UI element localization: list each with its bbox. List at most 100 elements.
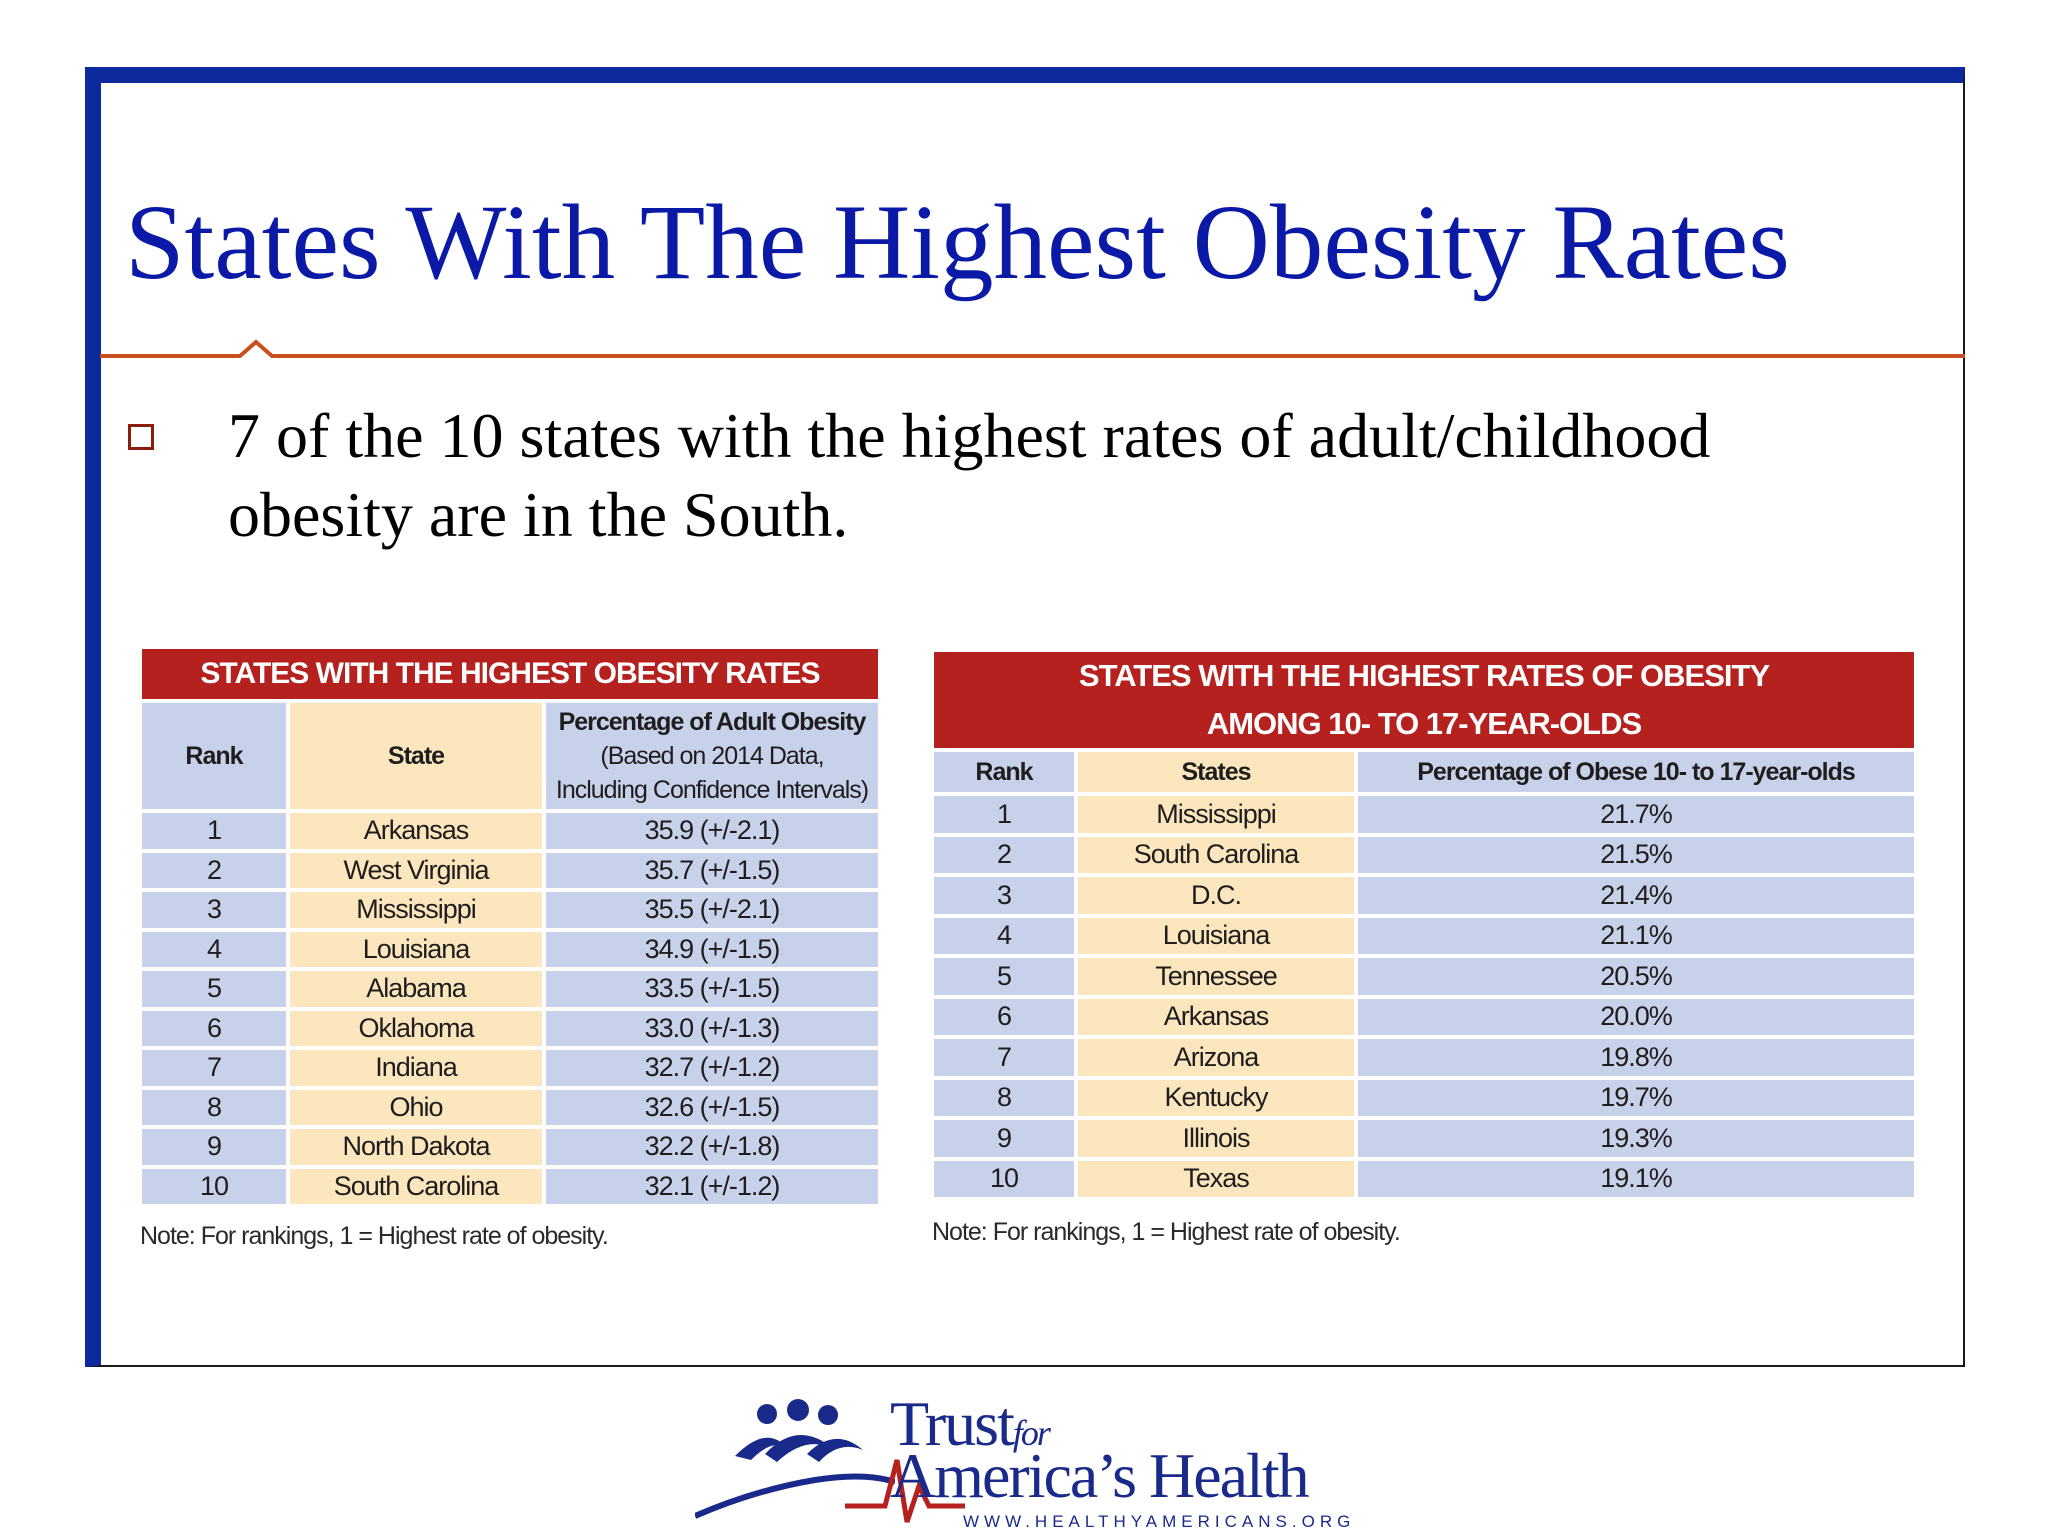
- table-row: 8 Ohio 32.6 (+/-1.5): [142, 1089, 882, 1129]
- percentage-cell: 32.7 (+/-1.2): [546, 1050, 882, 1090]
- hollow-square-bullet-icon: [128, 424, 154, 450]
- table-row: 10 Texas 19.1%: [934, 1160, 1919, 1201]
- state-cell: Texas: [1078, 1160, 1358, 1201]
- table-row: 6 Oklahoma 33.0 (+/-1.3): [142, 1010, 882, 1050]
- youth-banner-line1: STATES WITH THE HIGHEST RATES OF OBESITY: [1078, 658, 1770, 693]
- rank-cell: 7: [142, 1050, 290, 1090]
- state-cell: Louisiana: [1078, 917, 1358, 958]
- state-cell: Mississippi: [1078, 796, 1358, 837]
- percentage-cell: 21.1%: [1358, 917, 1919, 958]
- rank-cell: 10: [142, 1168, 290, 1208]
- logo-url: WWW.HEALTHYAMERICANS.ORG: [963, 1512, 1356, 1531]
- percentage-cell: 19.3%: [1358, 1120, 1919, 1161]
- table-row: 2 West Virginia 35.7 (+/-1.5): [142, 852, 882, 892]
- rank-cell: 3: [142, 892, 290, 932]
- trust-for-americas-health-logo: Trustfor America’s Health WWW.HEALTHYAME…: [695, 1388, 1356, 1531]
- percentage-cell: 32.2 (+/-1.8): [546, 1129, 882, 1169]
- state-cell: Louisiana: [290, 931, 546, 971]
- state-cell: North Dakota: [290, 1129, 546, 1169]
- adult-col-rank: Rank: [142, 703, 290, 813]
- logo-wordmark-line2: America’s Health: [890, 1440, 1310, 1511]
- percentage-cell: 32.6 (+/-1.5): [546, 1089, 882, 1129]
- rank-cell: 6: [142, 1010, 290, 1050]
- percentage-cell: 35.9 (+/-2.1): [546, 813, 882, 853]
- slide-title: States With The Highest Obesity Rates: [125, 184, 1790, 302]
- rank-cell: 4: [934, 917, 1078, 958]
- rank-cell: 1: [934, 796, 1078, 837]
- table-row: 8 Kentucky 19.7%: [934, 1079, 1919, 1120]
- title-underline-rule: [100, 339, 1965, 358]
- table-row: 7 Indiana 32.7 (+/-1.2): [142, 1050, 882, 1090]
- rank-cell: 7: [934, 1039, 1078, 1080]
- youth-banner-line2: AMONG 10- TO 17-YEAR-OLDS: [1206, 706, 1642, 741]
- table-row: 2 South Carolina 21.5%: [934, 836, 1919, 877]
- bullet-line-1: 7 of the 10 states with the highest rate…: [228, 400, 1711, 471]
- table-row: 5 Tennessee 20.5%: [934, 958, 1919, 999]
- state-cell: Mississippi: [290, 892, 546, 932]
- state-cell: Tennessee: [1078, 958, 1358, 999]
- adult-table-banner: STATES WITH THE HIGHEST OBESITY RATES: [142, 649, 882, 703]
- table-row: 3 D.C. 21.4%: [934, 877, 1919, 918]
- percentage-cell: 34.9 (+/-1.5): [546, 931, 882, 971]
- rank-cell: 9: [934, 1120, 1078, 1161]
- rank-cell: 5: [934, 958, 1078, 999]
- adult-col-pct-line3: Including Confidence Intervals): [555, 776, 869, 804]
- rank-cell: 1: [142, 813, 290, 853]
- state-cell: South Carolina: [1078, 836, 1358, 877]
- rank-cell: 2: [142, 852, 290, 892]
- percentage-cell: 20.0%: [1358, 998, 1919, 1039]
- table-row: 6 Arkansas 20.0%: [934, 998, 1919, 1039]
- state-cell: Arizona: [1078, 1039, 1358, 1080]
- state-cell: South Carolina: [290, 1168, 546, 1208]
- table-row: 1 Mississippi 21.7%: [934, 796, 1919, 837]
- state-cell: Indiana: [290, 1050, 546, 1090]
- youth-obesity-table: STATES WITH THE HIGHEST RATES OF OBESITY…: [934, 652, 1919, 1201]
- state-cell: Arkansas: [290, 813, 546, 853]
- table-row: 9 Illinois 19.3%: [934, 1120, 1919, 1161]
- rank-cell: 8: [142, 1089, 290, 1129]
- rank-cell: 10: [934, 1160, 1078, 1201]
- percentage-cell: 19.8%: [1358, 1039, 1919, 1080]
- youth-col-rank: Rank: [934, 752, 1078, 796]
- state-cell: Alabama: [290, 971, 546, 1011]
- adult-obesity-table: STATES WITH THE HIGHEST OBESITY RATES Ra…: [142, 649, 882, 1208]
- percentage-cell: 19.1%: [1358, 1160, 1919, 1201]
- percentage-cell: 20.5%: [1358, 958, 1919, 999]
- adult-table-note: Note: For rankings, 1 = Highest rate of …: [140, 1222, 609, 1250]
- adult-col-pct-line2: (Based on 2014 Data,: [600, 742, 824, 770]
- percentage-cell: 19.7%: [1358, 1079, 1919, 1120]
- percentage-cell: 33.0 (+/-1.3): [546, 1010, 882, 1050]
- table-row: 4 Louisiana 21.1%: [934, 917, 1919, 958]
- table-row: 9 North Dakota 32.2 (+/-1.8): [142, 1129, 882, 1169]
- state-cell: Arkansas: [1078, 998, 1358, 1039]
- youth-table-note: Note: For rankings, 1 = Highest rate of …: [932, 1218, 1401, 1246]
- table-row: 1 Arkansas 35.9 (+/-2.1): [142, 813, 882, 853]
- rank-cell: 8: [934, 1079, 1078, 1120]
- table-row: 7 Arizona 19.8%: [934, 1039, 1919, 1080]
- heartbeat-line-icon: [845, 1459, 965, 1523]
- percentage-cell: 35.7 (+/-1.5): [546, 852, 882, 892]
- state-cell: D.C.: [1078, 877, 1358, 918]
- state-cell: Illinois: [1078, 1120, 1358, 1161]
- rank-cell: 6: [934, 998, 1078, 1039]
- rank-cell: 5: [142, 971, 290, 1011]
- percentage-cell: 21.5%: [1358, 836, 1919, 877]
- rank-cell: 3: [934, 877, 1078, 918]
- three-people-figures-icon: [695, 1399, 895, 1519]
- rank-cell: 2: [934, 836, 1078, 877]
- youth-table-banner: STATES WITH THE HIGHEST RATES OF OBESITY…: [934, 652, 1919, 752]
- percentage-cell: 32.1 (+/-1.2): [546, 1168, 882, 1208]
- logo-word-for: for: [1012, 1413, 1051, 1453]
- adult-col-pct-line1: Percentage of Adult Obesity: [558, 708, 867, 736]
- percentage-cell: 21.7%: [1358, 796, 1919, 837]
- percentage-cell: 33.5 (+/-1.5): [546, 971, 882, 1011]
- adult-col-percentage: Percentage of Adult Obesity (Based on 20…: [546, 703, 882, 813]
- youth-col-percentage: Percentage of Obese 10- to 17-year-olds: [1358, 752, 1919, 796]
- youth-col-states: States: [1078, 752, 1358, 796]
- table-row: 5 Alabama 33.5 (+/-1.5): [142, 971, 882, 1011]
- percentage-cell: 35.5 (+/-2.1): [546, 892, 882, 932]
- logo-wordmark-line1: Trustfor: [890, 1388, 1051, 1459]
- percentage-cell: 21.4%: [1358, 877, 1919, 918]
- bullet-text: 7 of the 10 states with the highest rate…: [228, 396, 1908, 554]
- state-cell: Oklahoma: [290, 1010, 546, 1050]
